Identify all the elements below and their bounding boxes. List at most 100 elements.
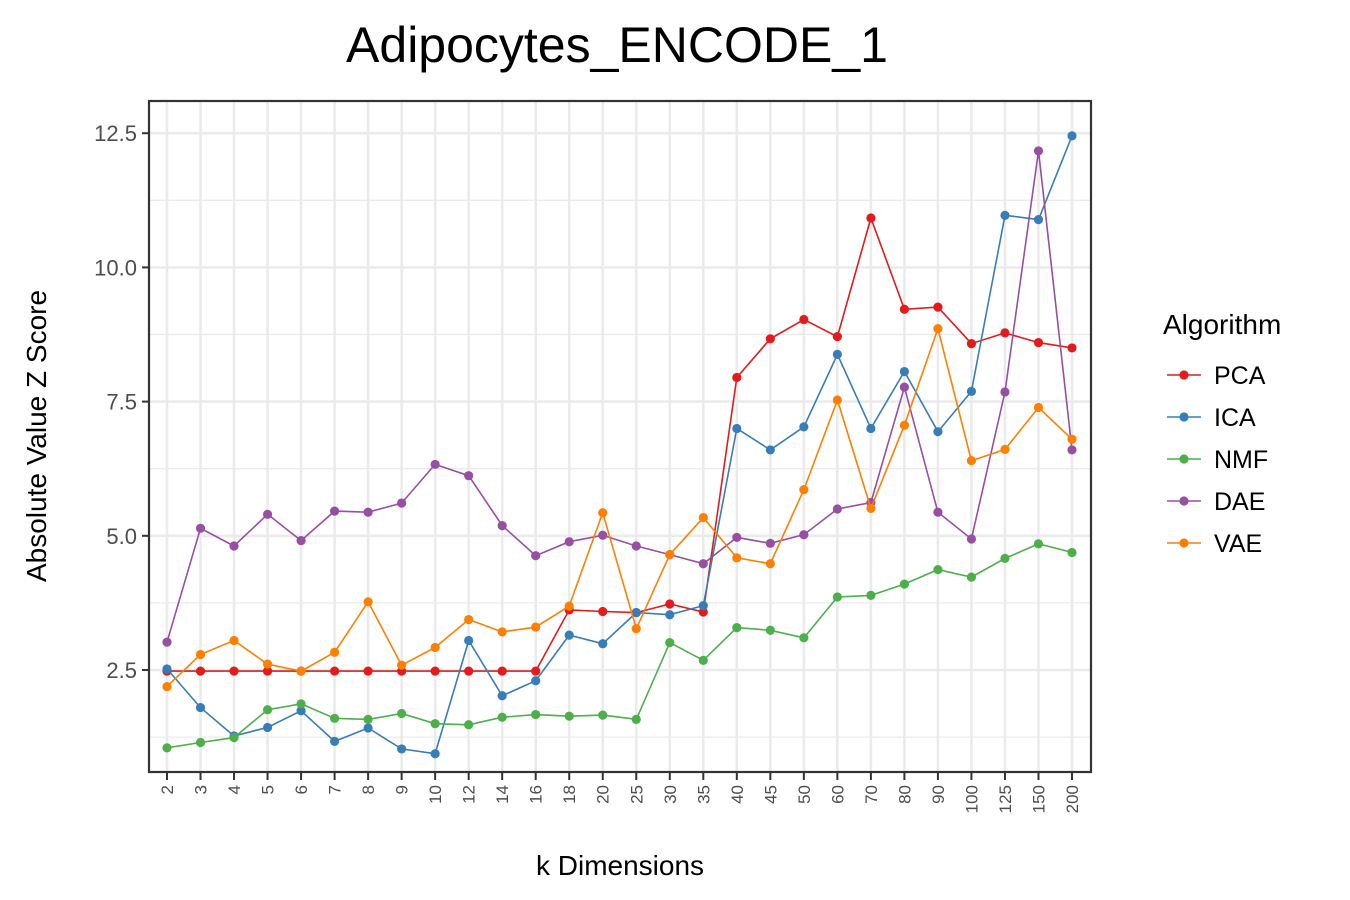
data-point-pca — [732, 372, 742, 383]
data-point-dae — [765, 538, 775, 548]
series-line-dae — [166, 150, 1073, 643]
data-point-vae — [631, 624, 641, 634]
x-tick-label: 25 — [627, 785, 646, 804]
data-point-pca — [1000, 328, 1010, 338]
legend-item-pca: PCA — [1167, 362, 1266, 390]
data-point-dae — [195, 523, 206, 533]
data-point-pca — [832, 332, 842, 342]
series-nmf — [162, 539, 1077, 753]
data-point-dae — [531, 551, 541, 561]
series-line-nmf — [166, 543, 1073, 749]
data-point-dae — [430, 459, 440, 470]
legend-label: PCA — [1214, 362, 1266, 390]
data-point-nmf — [1000, 553, 1010, 563]
data-point-nmf — [799, 633, 809, 643]
data-point-dae — [598, 530, 608, 540]
data-point-ica — [765, 445, 775, 455]
x-tick-label: 7 — [326, 785, 345, 794]
plot-panel-border — [147, 99, 1093, 774]
data-point-pca — [464, 666, 474, 676]
data-point-vae — [464, 614, 474, 625]
data-point-pca — [765, 334, 775, 344]
legend-item-vae: VAE — [1167, 530, 1262, 558]
data-point-nmf — [732, 623, 742, 633]
x-tick-label: 35 — [694, 785, 713, 804]
legend-item-nmf: NMF — [1167, 446, 1268, 474]
data-point-pca — [363, 666, 373, 676]
x-tick-label: 2 — [158, 785, 177, 794]
data-point-pca — [497, 666, 507, 676]
x-tick-label: 3 — [192, 785, 211, 794]
series-pca — [162, 213, 1077, 676]
x-axis: 2 3 4 5 6 7 8 9 10 12 14 16 18 20 25 30 35 40 45 50 60 70 80 90… — [158, 772, 1082, 813]
data-point-nmf — [1033, 539, 1044, 549]
series-line-pca — [167, 215, 1073, 672]
data-point-ica — [631, 607, 641, 618]
data-point-vae — [698, 512, 708, 523]
data-point-ica — [162, 664, 172, 674]
data-point-ica — [564, 630, 574, 640]
data-point-ica — [598, 639, 608, 649]
data-point-nmf — [363, 714, 373, 724]
x-tick-label: 20 — [594, 785, 613, 804]
x-tick-label: 150 — [1029, 785, 1048, 813]
data-point-dae — [933, 507, 943, 517]
data-point-pca — [262, 666, 273, 676]
data-point-dae — [296, 536, 306, 546]
data-point-nmf — [329, 713, 340, 723]
data-point-dae — [397, 498, 407, 508]
y-tick-label: 2.5 — [106, 658, 137, 683]
data-point-dae — [229, 541, 239, 551]
data-point-ica — [933, 427, 943, 437]
data-point-vae — [195, 649, 206, 660]
legend: Algorithm PCA ICA NMF DAE VAE — [1163, 309, 1281, 558]
data-point-ica — [195, 702, 206, 713]
data-point-ica — [464, 635, 474, 646]
data-point-vae — [531, 622, 541, 632]
data-point-vae — [430, 642, 440, 653]
data-point-pca — [195, 666, 206, 676]
data-point-pca — [430, 666, 440, 676]
data-point-nmf — [765, 625, 775, 635]
data-point-dae — [631, 541, 641, 551]
data-point-dae — [262, 509, 273, 519]
x-tick-label: 125 — [996, 785, 1015, 813]
data-point-nmf — [296, 699, 306, 709]
data-point-nmf — [397, 708, 407, 719]
data-point-nmf — [564, 711, 574, 721]
x-tick-label: 14 — [493, 785, 512, 804]
data-point-vae — [564, 601, 574, 611]
data-point-dae — [732, 532, 742, 543]
data-point-pca — [665, 599, 675, 609]
x-tick-label: 9 — [393, 785, 412, 794]
data-point-pca — [966, 339, 977, 349]
data-point-vae — [899, 420, 910, 430]
data-point-ica — [531, 676, 541, 686]
data-point-nmf — [866, 590, 876, 600]
data-point-nmf — [531, 709, 541, 720]
series-line-vae — [166, 325, 1073, 688]
data-point-ica — [397, 744, 407, 754]
data-point-pca — [229, 666, 239, 676]
y-axis: 2.5 5.0 7.5 10.0 12.5 — [94, 121, 149, 683]
y-axis-title: Absolute Value Z Score — [21, 290, 52, 582]
data-point-nmf — [966, 572, 977, 582]
legend-title: Algorithm — [1163, 309, 1281, 340]
legend-key-point — [1179, 496, 1189, 506]
data-point-dae — [1033, 146, 1044, 156]
x-tick-label: 10 — [426, 785, 445, 804]
data-point-dae — [1000, 387, 1010, 397]
data-point-ica — [430, 749, 440, 759]
data-point-vae — [262, 659, 273, 669]
data-point-vae — [1000, 444, 1010, 454]
legend-key-point — [1179, 370, 1189, 380]
data-point-dae — [464, 471, 474, 481]
data-point-ica — [732, 423, 742, 434]
data-point-nmf — [162, 743, 172, 753]
data-point-vae — [765, 559, 775, 569]
data-point-vae — [397, 660, 407, 670]
data-point-ica — [329, 736, 340, 747]
data-point-ica — [698, 600, 708, 611]
data-point-nmf — [899, 579, 910, 589]
